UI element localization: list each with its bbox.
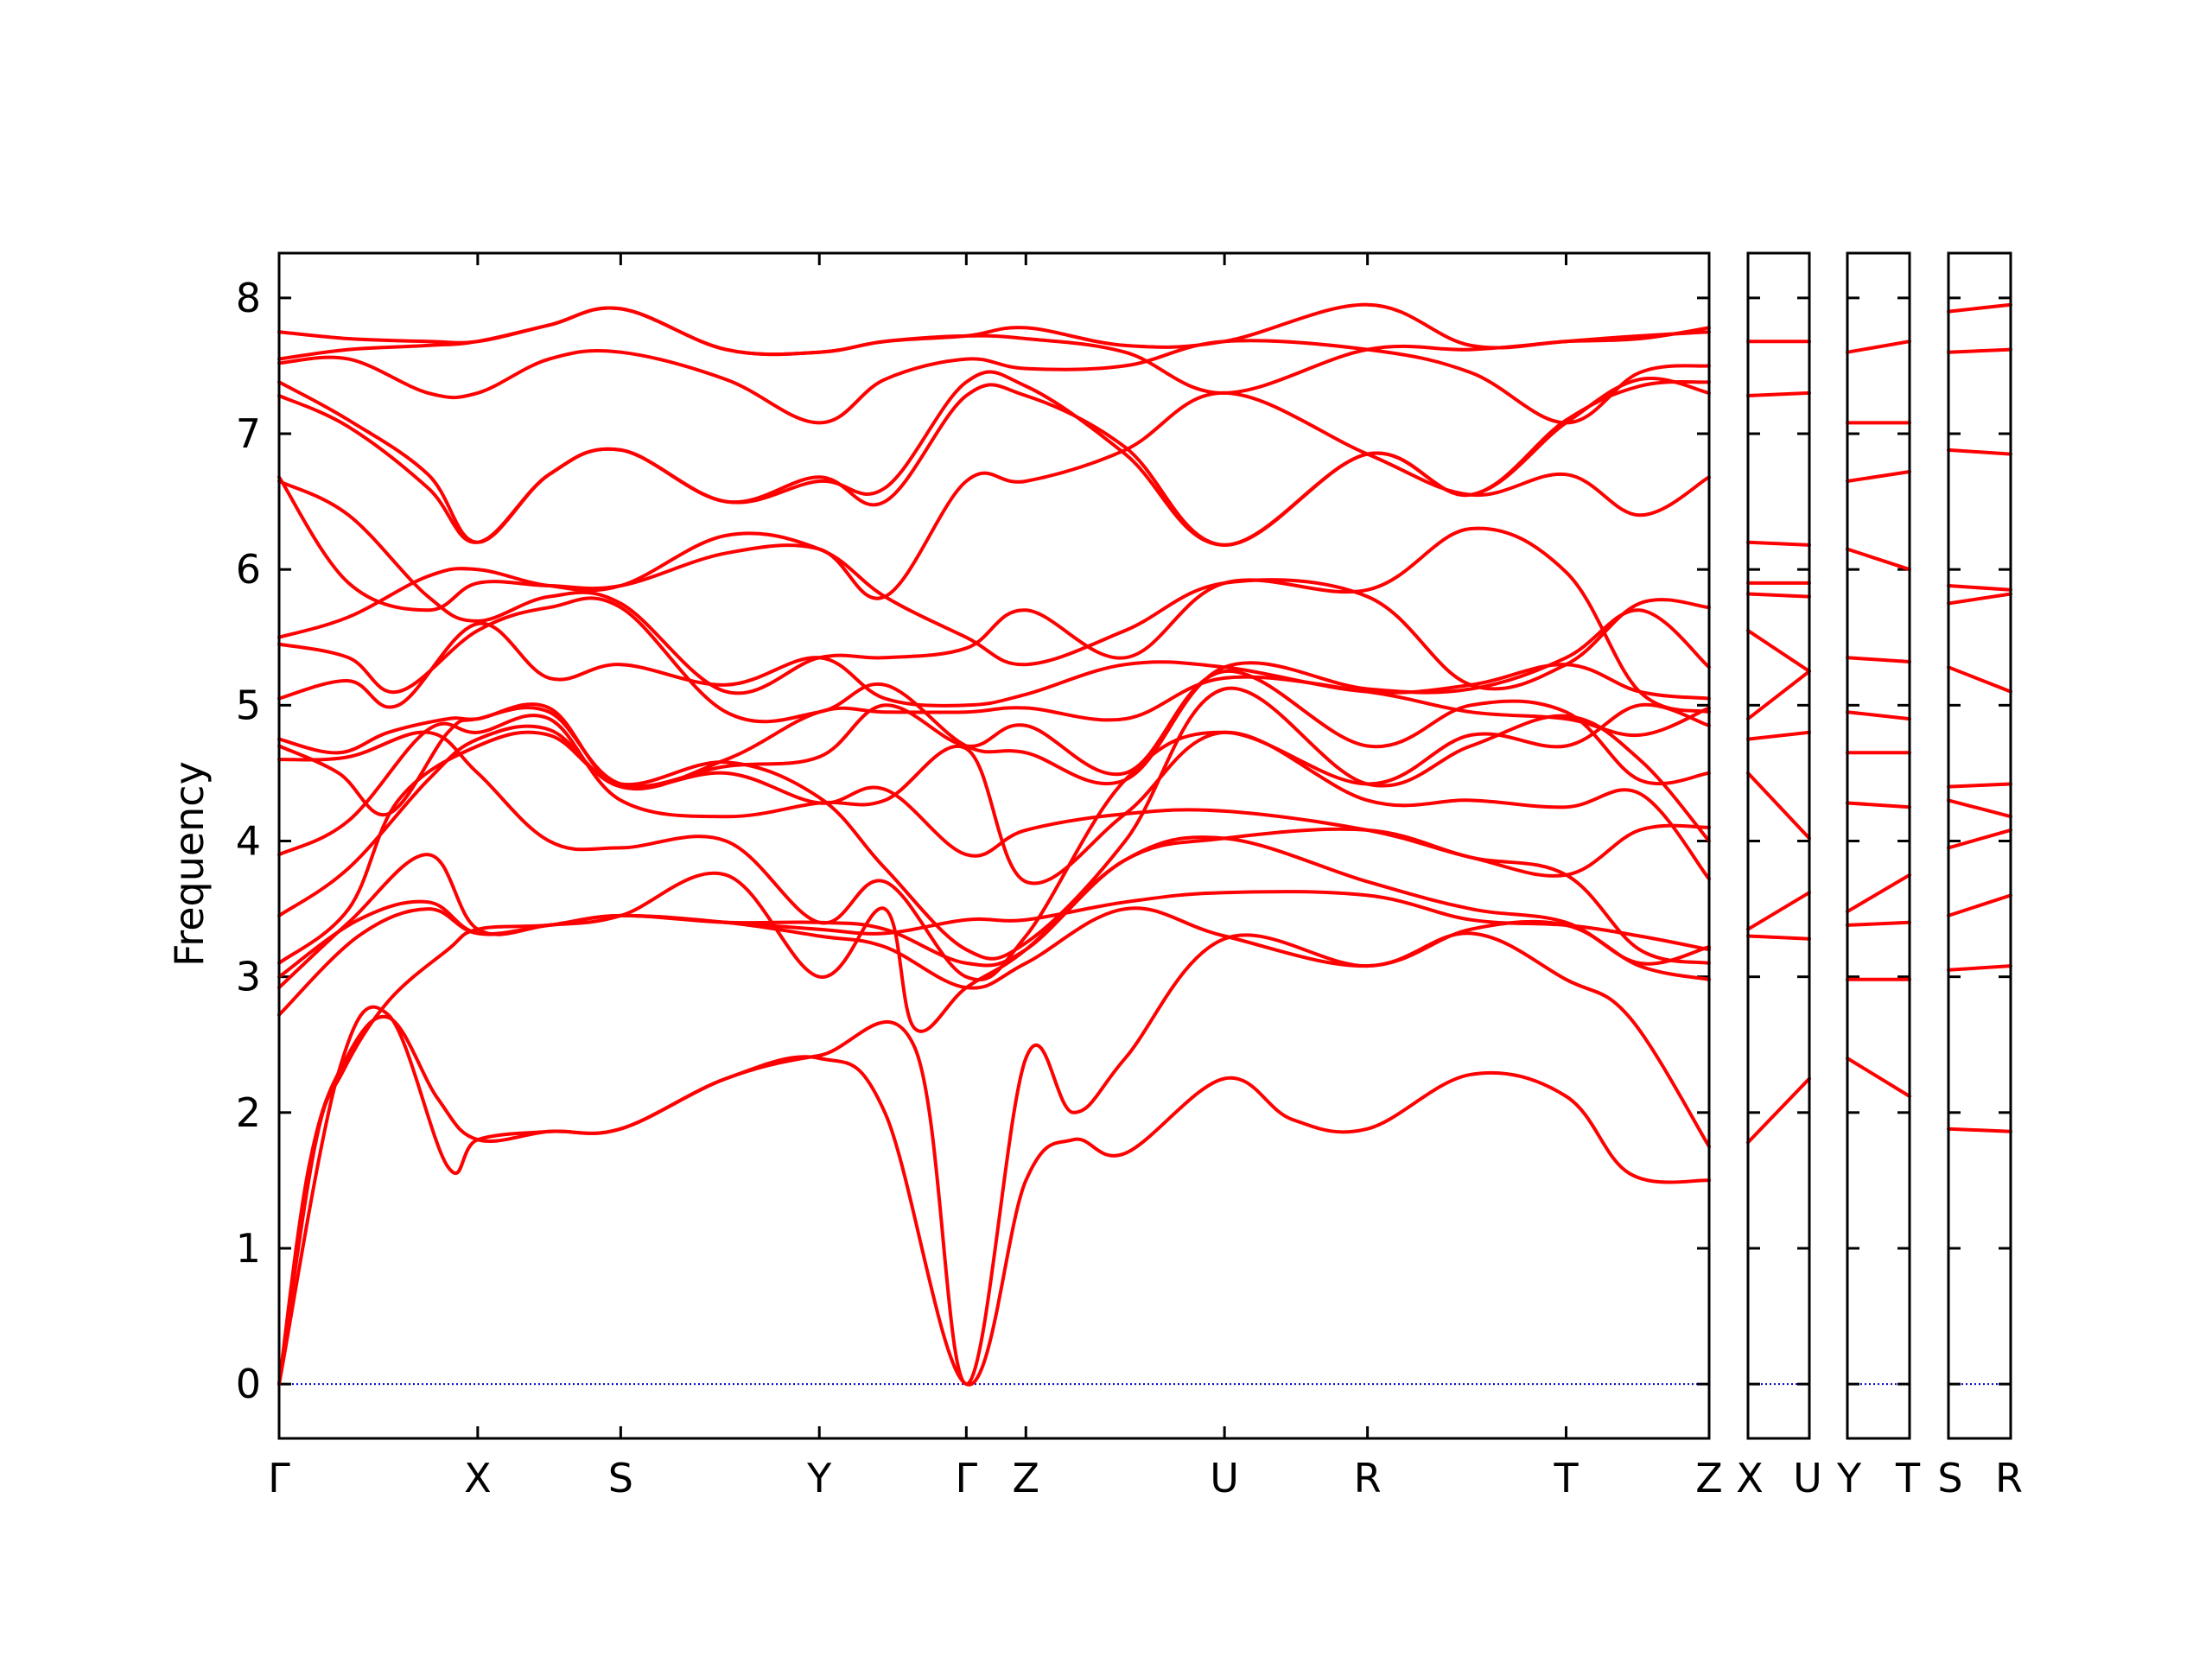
band-line-X-U-10 [1746,540,1811,547]
y-tick-label: 4 [236,817,261,864]
panel-frame-X-U [1746,251,1811,1440]
x-tick-label: X [1736,1455,1764,1501]
band-line-Y-T-5 [1846,801,1911,809]
band-line-main-12 [277,675,1711,791]
panel-frame-main [277,251,1711,1440]
band-line-main-2 [277,1014,1711,1387]
band-line-X-U-8 [1746,592,1811,599]
band-line-X-U-6 [1746,670,1811,721]
band-line-main-20 [277,339,1711,425]
y-tick-label: 7 [236,410,261,457]
band-line-Y-T-1 [1846,1057,1911,1098]
x-tick-label: Y [1836,1455,1862,1501]
band-line-X-U-5 [1746,730,1811,741]
band-line-main-15 [277,531,1711,691]
x-tick-label: U [1210,1455,1239,1501]
band-line-main-13 [277,621,1711,709]
x-tick-label: Z [1695,1455,1723,1501]
band-line-S-R-6 [1947,782,2012,789]
band-line-Y-T-9 [1846,547,1911,572]
x-tick-label: Γ [268,1455,290,1501]
band-line-X-U-7 [1746,628,1811,674]
band-line-S-R-10 [1947,447,2012,456]
y-tick-label: 6 [236,546,261,593]
band-line-main-14 [277,596,1711,786]
x-tick-label: U [1793,1455,1822,1501]
band-line-main-21 [277,306,1711,395]
y-tick-label: 2 [236,1089,261,1136]
band-line-S-R-3 [1947,893,2012,917]
band-line-main-8 [277,724,1711,965]
band-line-X-U-11 [1746,390,1811,397]
y-tick-label: 8 [236,275,261,321]
band-line-X-U-2 [1746,934,1811,941]
band-line-Y-T-12 [1846,340,1911,354]
panel-frame-Y-T [1846,251,1911,1440]
y-axis-label: Frequency [166,761,213,967]
band-line-main-10 [277,702,1711,982]
band-line-Y-T-10 [1846,470,1911,483]
band-line-main-22 [277,302,1711,357]
y-tick-label: 1 [236,1225,261,1272]
band-line-main-5 [277,835,1711,1033]
band-line-main-7 [277,686,1711,965]
band-line-S-R-1 [1947,1127,2012,1133]
band-line-X-U-1 [1746,1076,1811,1145]
y-tick-label: 0 [236,1361,261,1407]
band-line-main-9 [277,714,1711,885]
band-line-Y-T-4 [1846,873,1911,914]
band-line-X-U-4 [1746,771,1811,841]
band-line-Y-T-3 [1846,920,1911,927]
x-tick-label: Γ [955,1455,977,1501]
y-tick-label: 5 [236,682,261,728]
x-tick-label: S [608,1455,633,1501]
band-line-S-R-8 [1947,592,2012,606]
band-line-S-R-5 [1947,798,2012,819]
band-line-S-R-12 [1947,302,2012,314]
band-line-main-17 [277,390,1711,613]
band-line-main-18 [277,377,1711,547]
band-line-S-R-11 [1947,347,2012,354]
x-tick-label: T [1553,1455,1579,1501]
x-tick-label: R [1995,1455,2023,1501]
band-line-Y-T-8 [1846,656,1911,663]
x-tick-label: R [1354,1455,1382,1501]
band-line-S-R-4 [1947,828,2012,850]
band-line-S-R-7 [1947,665,2012,694]
band-line-main-16 [277,479,1711,714]
panel-frame-S-R [1947,251,2012,1440]
band-line-main-11 [277,670,1711,817]
band-line-S-R-2 [1947,964,2012,972]
band-line-S-R-9 [1947,584,2012,592]
y-tick-label: 3 [236,954,261,1000]
x-tick-label: Y [806,1455,832,1501]
band-line-Y-T-7 [1846,710,1911,721]
band-line-main-19 [277,370,1711,547]
x-tick-label: X [464,1455,492,1501]
x-tick-label: Z [1013,1455,1040,1501]
x-tick-label: S [1937,1455,1962,1501]
band-line-X-U-3 [1746,891,1811,931]
band-line-main-4 [277,906,1711,1017]
x-tick-label: T [1895,1455,1921,1501]
